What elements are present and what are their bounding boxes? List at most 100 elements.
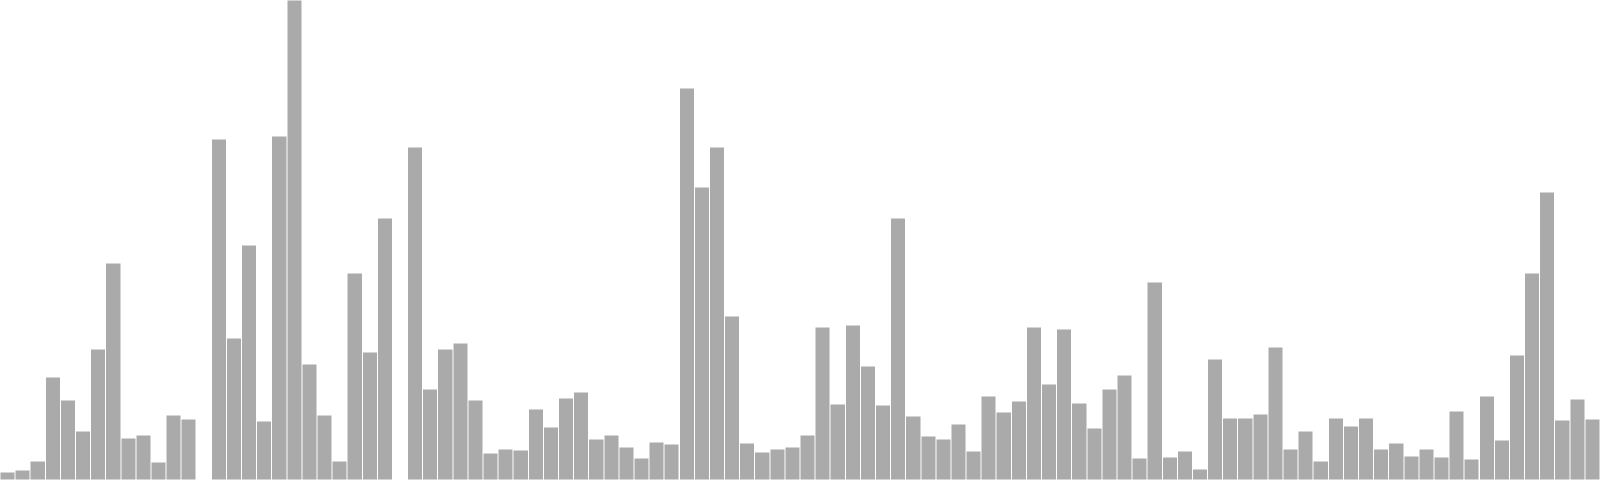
bar-66 — [995, 411, 1012, 480]
bar-56 — [844, 324, 861, 480]
bar-37 — [557, 397, 575, 480]
bar-16 — [241, 244, 258, 480]
bar-32 — [482, 452, 499, 480]
bar-65 — [980, 395, 997, 480]
bar-1 — [14, 469, 31, 480]
bar-36 — [542, 426, 559, 480]
bar-84 — [1267, 346, 1284, 480]
bar-42 — [633, 457, 650, 480]
bar-31 — [467, 399, 484, 480]
bar-0 — [0, 471, 16, 480]
bar-64 — [965, 450, 982, 480]
bar-101 — [1524, 272, 1541, 480]
bar-18 — [271, 135, 288, 480]
bar-78 — [1176, 450, 1193, 480]
bar-50 — [754, 451, 771, 480]
bar-67 — [1010, 400, 1027, 480]
bar-68 — [1025, 326, 1043, 480]
bar-45 — [678, 87, 695, 480]
bar-15 — [225, 337, 243, 480]
bar-6 — [90, 348, 107, 480]
bar-89 — [1342, 425, 1359, 480]
bar-2 — [29, 460, 46, 480]
bar-98 — [1478, 395, 1495, 480]
bar-79 — [1191, 468, 1209, 480]
bar-86 — [1297, 430, 1314, 480]
bar-69 — [1041, 383, 1058, 480]
bar-62 — [935, 438, 952, 480]
bar-96 — [1448, 410, 1465, 480]
bar-53 — [799, 434, 816, 480]
bar-91 — [1373, 448, 1390, 480]
bar-47 — [708, 146, 726, 480]
bar-59 — [890, 217, 907, 480]
bar-10 — [150, 461, 167, 480]
bar-104 — [1569, 398, 1586, 480]
bar-61 — [920, 435, 937, 480]
bar-75 — [1131, 457, 1148, 480]
bar-21 — [316, 414, 333, 480]
bar-49 — [739, 442, 756, 480]
bar-9 — [135, 434, 152, 480]
bar-23 — [346, 272, 363, 480]
bar-99 — [1493, 439, 1510, 480]
bar-24 — [361, 351, 378, 480]
bar-76 — [1146, 281, 1163, 480]
bar-105 — [1584, 418, 1600, 480]
bar-29 — [437, 348, 454, 480]
bar-43 — [648, 441, 665, 480]
bar-38 — [573, 391, 590, 480]
bar-97 — [1463, 458, 1480, 480]
bar-19 — [286, 0, 303, 480]
bar-88 — [1327, 417, 1344, 480]
bar-5 — [74, 430, 92, 480]
bar-30 — [452, 342, 469, 480]
bar-63 — [950, 423, 967, 480]
bar-73 — [1101, 388, 1118, 480]
bar-12 — [180, 418, 197, 480]
bar-14 — [210, 138, 227, 480]
bar-33 — [497, 448, 514, 480]
bar-60 — [905, 415, 922, 480]
bar-81 — [1222, 417, 1239, 480]
bar-46 — [693, 186, 710, 480]
bar-52 — [784, 446, 801, 480]
bar-55 — [829, 403, 846, 480]
bar-94 — [1418, 448, 1435, 480]
bar-58 — [874, 404, 892, 480]
bar-90 — [1357, 417, 1375, 480]
bar-70 — [1056, 328, 1073, 480]
bar-103 — [1554, 419, 1571, 480]
bar-48 — [724, 315, 741, 480]
bar-44 — [663, 443, 680, 480]
bar-71 — [1071, 402, 1088, 480]
bar-3 — [44, 376, 61, 480]
bar-35 — [527, 408, 544, 480]
bar-41 — [618, 446, 635, 480]
bar-11 — [165, 414, 182, 480]
bar-95 — [1433, 456, 1450, 480]
bar-54 — [814, 326, 831, 480]
bar-8 — [120, 437, 137, 480]
bar-74 — [1116, 374, 1133, 480]
bar-20 — [301, 363, 318, 480]
bar-92 — [1388, 442, 1405, 480]
bar-34 — [512, 449, 529, 480]
bar-27 — [407, 146, 424, 480]
bar-51 — [769, 448, 786, 480]
bar-28 — [422, 388, 439, 480]
bar-40 — [603, 434, 620, 480]
bar-77 — [1161, 456, 1178, 480]
bar-87 — [1312, 460, 1329, 480]
bar-100 — [1508, 354, 1526, 480]
bar-82 — [1237, 417, 1254, 480]
bar-39 — [588, 438, 605, 480]
bar-72 — [1086, 427, 1103, 480]
bar-22 — [331, 460, 348, 480]
bar-17 — [256, 420, 273, 480]
bar-25 — [376, 217, 393, 480]
bar-57 — [859, 365, 876, 480]
